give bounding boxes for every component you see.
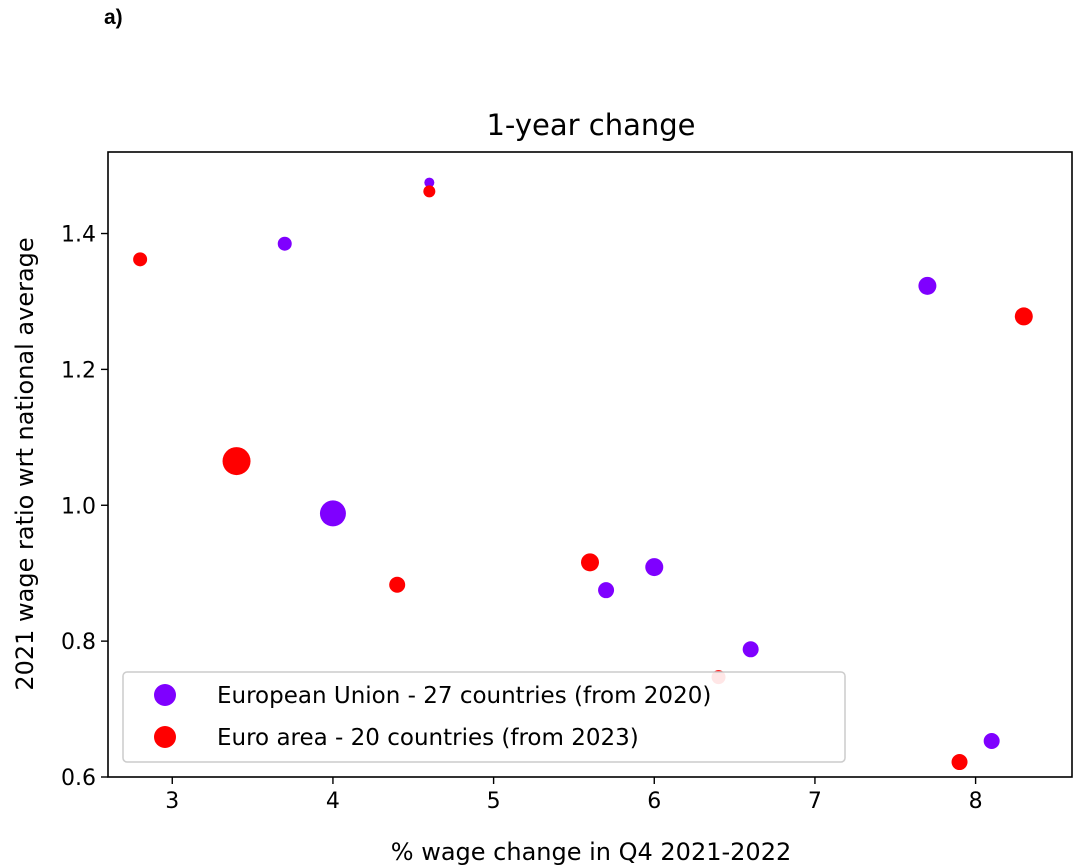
- euro-area-point: [581, 553, 599, 571]
- x-tick-label: 5: [487, 789, 501, 814]
- eu27-point: [743, 641, 759, 657]
- eu27-point: [645, 558, 663, 576]
- legend-label-eu27: European Union - 27 countries (from 2020…: [217, 683, 711, 709]
- x-tick-label: 4: [326, 789, 340, 814]
- euro-area-point: [223, 447, 251, 475]
- y-tick-label: 1.2: [61, 358, 96, 383]
- euro-area-point: [952, 754, 968, 770]
- x-tick-label: 8: [969, 789, 983, 814]
- y-axis-title: 2021 wage ratio wrt national average: [11, 237, 39, 690]
- y-tick-label: 0.6: [61, 766, 96, 791]
- legend-marker-eu27: [154, 684, 176, 706]
- legend-marker-euro-area: [154, 726, 176, 748]
- eu27-point: [320, 500, 346, 526]
- eu27-point: [918, 277, 936, 295]
- x-tick-label: 7: [808, 789, 822, 814]
- y-tick-label: 1.4: [61, 223, 96, 248]
- y-tick-label: 1.0: [61, 494, 96, 519]
- euro-area-point: [133, 252, 147, 266]
- euro-area-point: [423, 185, 435, 197]
- x-tick-label: 6: [647, 789, 661, 814]
- x-tick-label: 3: [165, 789, 179, 814]
- x-axis-title: % wage change in Q4 2021-2022: [391, 838, 791, 866]
- euro-area-point: [1015, 307, 1033, 325]
- y-tick-label: 0.8: [61, 630, 96, 655]
- eu27-point: [598, 582, 614, 598]
- legend-label-euro-area: Euro area - 20 countries (from 2023): [217, 725, 639, 751]
- euro-area-point: [389, 577, 405, 593]
- chart-title: 1-year change: [486, 108, 695, 142]
- legend: European Union - 27 countries (from 2020…: [123, 672, 845, 762]
- eu27-point: [278, 237, 292, 251]
- eu27-point: [984, 733, 1000, 749]
